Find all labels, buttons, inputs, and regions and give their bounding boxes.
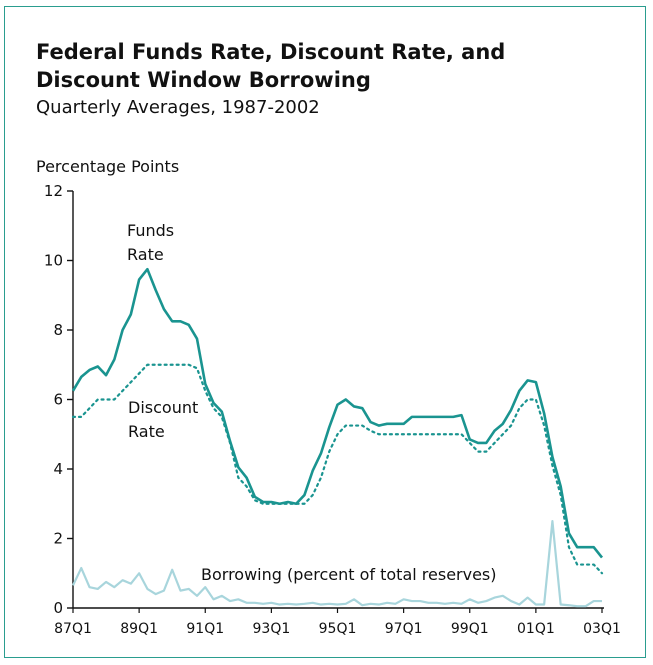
series-labels: Funds Rate Discount Rate Borrowing (percent … (127, 221, 497, 584)
funds-rate-line (71, 267, 604, 559)
x-tick-label: 99Q1 (451, 621, 489, 637)
discount-rate-line (71, 363, 604, 575)
x-tick-label: 03Q1 (583, 621, 621, 637)
x-tick-label: 91Q1 (186, 621, 224, 637)
funds-rate-label: Rate (127, 245, 164, 264)
x-tick-label: 87Q1 (54, 621, 92, 637)
funds-rate-label: Funds (127, 221, 174, 240)
x-tick-label: 01Q1 (517, 621, 555, 637)
y-axis-label: Percentage Points (36, 157, 179, 176)
plot-area (71, 267, 604, 608)
axes: 0 2 4 6 8 10 12 87Q1 89Q1 91Q1 93Q1 95Q1 97Q1 99Q1 01Q… (44, 182, 621, 637)
x-tick-label: 97Q1 (385, 621, 423, 637)
x-tick-label: 95Q1 (319, 621, 357, 637)
y-tick-label: 0 (53, 599, 63, 617)
y-tick-label: 6 (53, 391, 63, 409)
discount-rate-label: Discount (128, 398, 198, 417)
x-tick-label: 89Q1 (120, 621, 158, 637)
y-tick-label: 2 (53, 530, 63, 548)
y-tick-label: 10 (44, 252, 63, 270)
y-tick-label: 12 (44, 182, 63, 200)
chart-frame (4, 6, 646, 658)
discount-rate-label: Rate (128, 422, 165, 441)
chart-title: Federal Funds Rate, Discount Rate, and D… (36, 40, 506, 92)
chart-subtitle: Quarterly Averages, 1987-2002 (36, 97, 320, 118)
borrowing-line (72, 520, 602, 608)
borrowing-label: Borrowing (percent of total reserves) (201, 565, 497, 584)
y-tick-label: 4 (53, 460, 63, 478)
y-tick-label: 8 (53, 321, 63, 339)
x-tick-label: 93Q1 (253, 621, 291, 637)
